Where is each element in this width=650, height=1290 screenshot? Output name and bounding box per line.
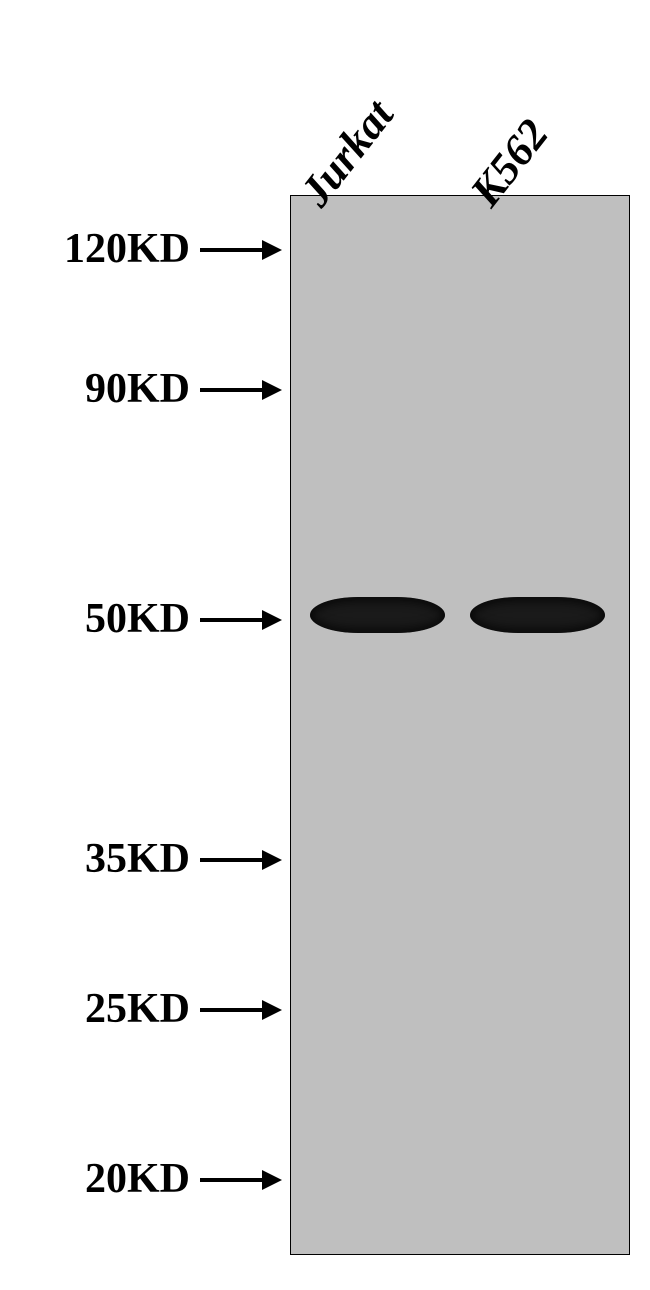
marker-label: 50KD (85, 595, 190, 643)
marker-label: 20KD (85, 1155, 190, 1203)
marker-arrow (200, 610, 282, 630)
blot-band (470, 597, 605, 633)
marker-arrow (200, 240, 282, 260)
blot-membrane (290, 195, 630, 1255)
marker-arrow (200, 1170, 282, 1190)
marker-arrow (200, 1000, 282, 1020)
blot-band (310, 597, 445, 633)
marker-label: 25KD (85, 985, 190, 1033)
marker-arrow (200, 850, 282, 870)
marker-label: 90KD (85, 365, 190, 413)
marker-label: 120KD (64, 225, 190, 273)
marker-arrow (200, 380, 282, 400)
marker-label: 35KD (85, 835, 190, 883)
